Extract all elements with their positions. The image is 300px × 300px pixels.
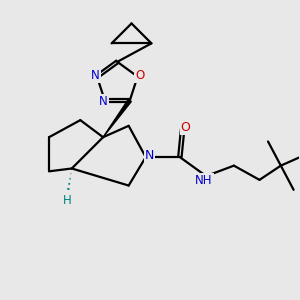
Text: O: O [135,69,144,82]
Text: N: N [91,69,100,82]
Text: N: N [145,149,154,162]
Text: H: H [63,194,72,207]
Text: NH: NH [195,174,213,187]
Text: N: N [99,95,108,108]
Text: O: O [181,121,190,134]
Polygon shape [103,99,131,137]
